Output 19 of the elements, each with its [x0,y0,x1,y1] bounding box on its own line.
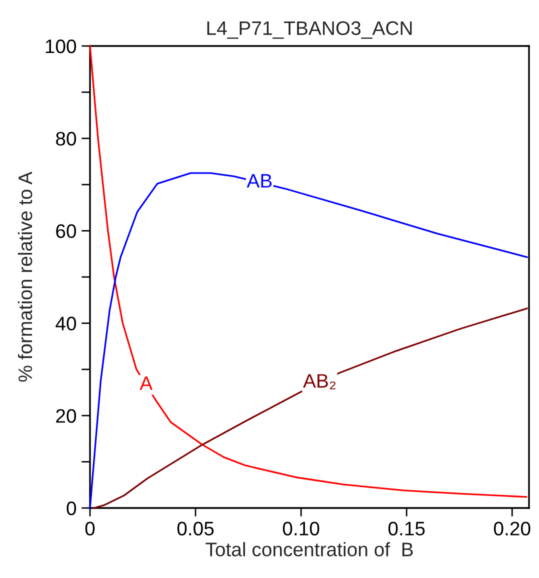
y-tick-label: 100 [46,39,76,54]
x-tick-label: 0.20 [494,522,530,536]
x-tick-label: 0.10 [282,522,320,536]
series-label: AB [246,174,272,188]
line-series [93,308,528,509]
chart-title: L4_P71_TBANO3_ACN [207,21,412,39]
line-series [89,45,528,498]
y-tick-label: 80 [56,132,76,146]
y-tick-label: 40 [56,316,76,330]
y-tick-label: 0 [66,501,76,516]
y-axis-title: % formation relative to A [18,172,32,382]
series-label: AB₂ [303,374,336,390]
series-label: A [140,376,153,390]
x-tick-label: 0.15 [388,522,425,536]
x-tick-label: 0 [85,522,95,536]
x-tick-label: 0.05 [177,522,214,536]
y-tick-label: 60 [56,224,76,238]
x-axis-title: Total concentration of B [206,542,413,556]
y-tick-label: 20 [56,409,76,423]
